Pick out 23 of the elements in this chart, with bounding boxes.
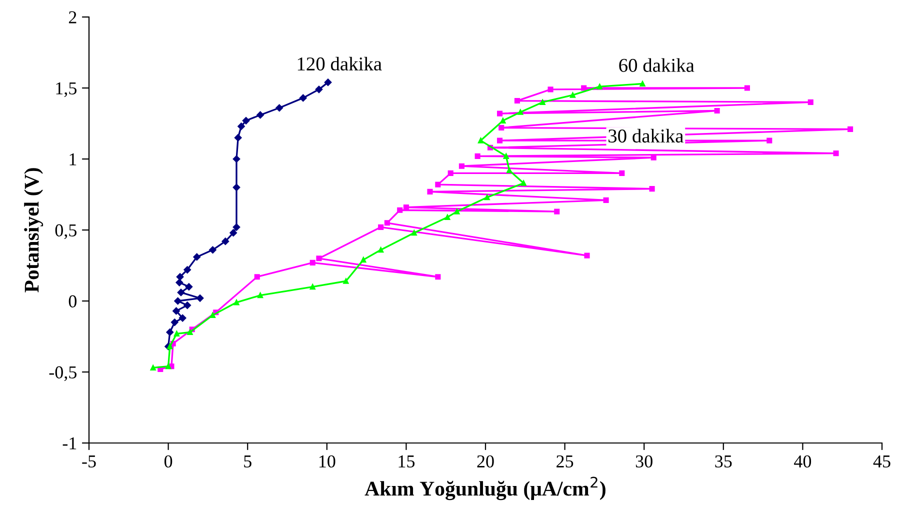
- y-tick-label: 1: [70, 153, 76, 166]
- y-tick-label: 1,5: [56, 82, 76, 98]
- x-axis-title: Akım Yoğunluğu (μA/cm$^{2}$): [364, 476, 606, 500]
- y-tick-label: -0,5: [49, 366, 76, 382]
- y-tick-label: 0: [68, 295, 77, 308]
- x-tick-label: 10: [319, 455, 336, 468]
- x-tick-label: -5: [82, 456, 96, 468]
- x-tick-label: 15: [398, 455, 415, 468]
- x-tick-label: 35: [715, 455, 732, 468]
- annotation: 120 dakika: [298, 56, 382, 71]
- x-tick-label: 45: [873, 455, 890, 468]
- x-tick-label: 25: [556, 455, 574, 468]
- annotation: 30 dakika: [608, 128, 684, 143]
- x-tick-label: 40: [794, 455, 812, 468]
- y-tick-label: 2: [68, 11, 76, 24]
- y-axis-title: Potansiyel (V): [24, 168, 44, 292]
- x-tick-label: 0: [164, 455, 172, 468]
- x-tick-label: 20: [477, 455, 494, 468]
- y-tick-label: 0,5: [55, 224, 76, 240]
- x-tick-label: 5: [244, 456, 252, 468]
- y-tick-label: -1: [62, 437, 76, 450]
- annotation: 60 dakika: [619, 58, 694, 72]
- x-tick-label: 30: [636, 455, 652, 468]
